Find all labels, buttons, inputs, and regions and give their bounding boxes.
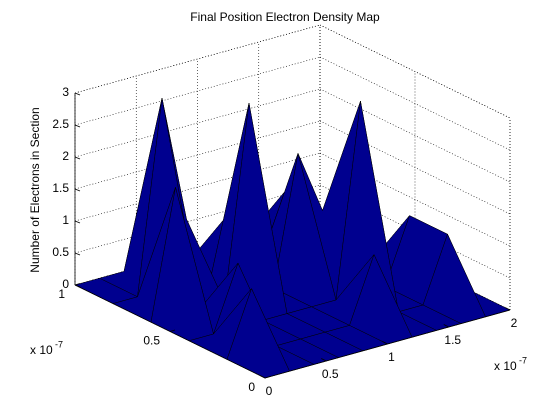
x-tick-label: 0.5	[322, 367, 339, 381]
z-tick	[74, 92, 81, 96]
x-tick	[504, 307, 511, 311]
x-scale-exponent: -7	[519, 355, 527, 365]
z-grid-line	[74, 24, 321, 94]
x-tick-label: 1.5	[444, 333, 461, 347]
x-tick-label: 2	[511, 316, 518, 330]
y-scale-exponent: -7	[55, 339, 63, 349]
chart-title: Final Position Electron Density Map	[190, 10, 380, 24]
y-scale-base: x 10	[30, 343, 53, 357]
y-tick-label: 0.5	[143, 334, 160, 348]
z-tick	[74, 252, 81, 256]
z-grid-line	[74, 152, 321, 222]
z-tick-label: 1.5	[52, 181, 69, 195]
x-tick	[443, 324, 449, 328]
y-tick	[74, 283, 81, 286]
y-scale-label: x 10 -7	[30, 339, 63, 357]
z-tick	[74, 188, 81, 192]
z-tick-label: 1	[62, 213, 69, 227]
z-grid-line	[319, 88, 511, 183]
z-tick-label: 2	[62, 149, 69, 163]
x-tick	[321, 358, 327, 362]
z-grid-line	[74, 120, 321, 190]
x-tick	[259, 375, 266, 379]
y-tick-label: 0	[248, 380, 255, 394]
y-tick	[169, 329, 176, 332]
y-tick-label: 1	[58, 287, 65, 301]
z-grid-line	[319, 24, 511, 119]
x-scale-base: x 10	[494, 359, 517, 373]
x-tick-label: 0	[266, 384, 273, 398]
z-tick	[74, 124, 81, 128]
z-grid-line	[74, 184, 321, 254]
z-tick-label: 3	[62, 85, 69, 99]
z-grid-line	[74, 56, 321, 126]
z-tick	[74, 284, 81, 288]
z-axis-label: Number of Electrons in Section	[28, 107, 42, 272]
z-tick	[74, 220, 81, 224]
z-tick-label: 0.5	[52, 245, 69, 259]
z-grid-line	[74, 88, 321, 158]
z-tick	[74, 156, 81, 160]
x-tick	[382, 341, 388, 345]
y-tick	[264, 376, 271, 379]
x-tick-label: 1	[388, 350, 395, 364]
x-scale-label: x 10 -7	[494, 355, 527, 373]
z-tick-label: 2.5	[52, 117, 69, 131]
z-tick-label: 0	[62, 277, 69, 291]
